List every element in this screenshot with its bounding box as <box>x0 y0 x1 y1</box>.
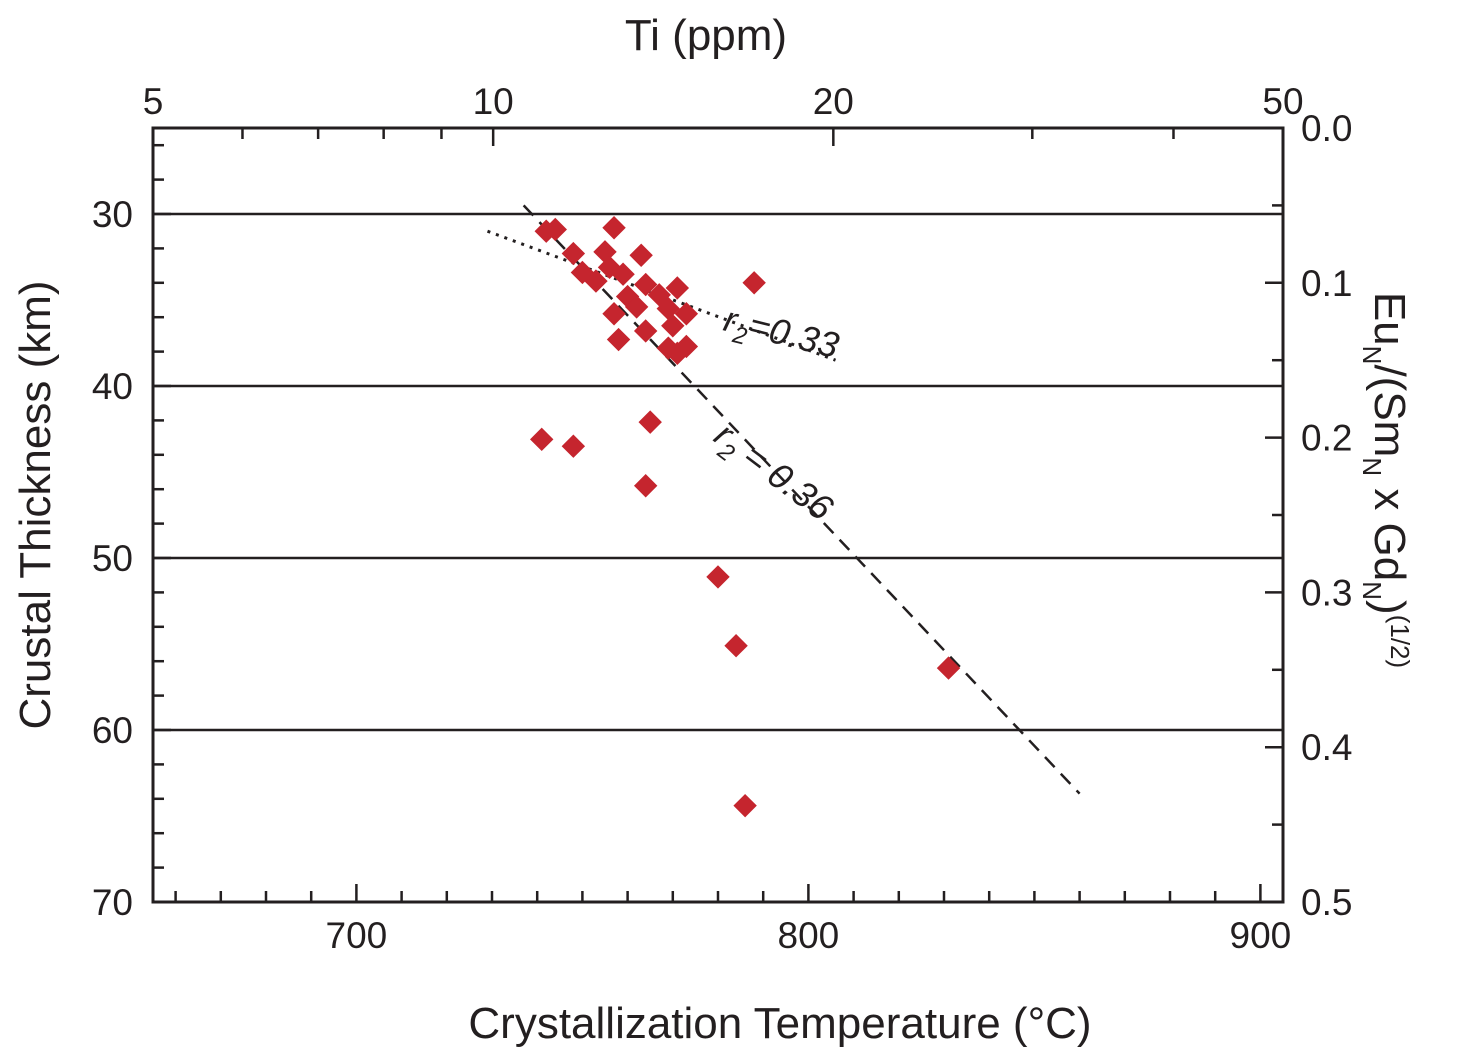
data-point <box>629 243 653 267</box>
right-title-gd: x Gd <box>1365 476 1414 581</box>
right-title-power: (1/2) <box>1385 615 1415 668</box>
trendlines <box>486 204 1081 795</box>
trendline-dashed <box>522 204 1081 795</box>
data-point <box>724 634 748 658</box>
bottom-tick-label-800: 800 <box>778 915 840 956</box>
plot-frame <box>151 126 1285 904</box>
tick-labels: 700 800 900 30 40 50 60 70 0.0 0.1 0.2 0.3 0.4 0.5 5 10… <box>92 81 1353 956</box>
left-tick-label-40: 40 <box>92 366 133 407</box>
top-tick-label-20: 20 <box>813 81 854 122</box>
data-point <box>742 271 766 295</box>
data-point <box>936 656 961 680</box>
trendline-label-036: r2 = 0.36 <box>703 414 842 535</box>
data-point <box>602 216 626 240</box>
annot-033-sub: 2 <box>729 321 749 351</box>
data-point <box>561 241 586 266</box>
trendline-label-033: r2=0.33 <box>718 298 843 373</box>
data-point <box>624 295 649 319</box>
data-point <box>584 269 608 293</box>
right-axis-title: EuN/(SmN x GdN)(1/2) <box>1357 292 1415 668</box>
right-title-close: ) <box>1365 600 1414 615</box>
data-point <box>543 217 567 242</box>
data-point <box>661 314 685 338</box>
bottom-axis-title: Crystallization Temperature (°C) <box>468 999 1091 1048</box>
data-point <box>602 302 626 326</box>
data-point <box>633 474 658 498</box>
data-point <box>606 327 631 352</box>
top-axis-title: Ti (ppm) <box>625 11 787 60</box>
left-tick-label-50: 50 <box>92 538 133 579</box>
left-tick-label-60: 60 <box>92 710 133 751</box>
right-tick-label-0: 0.0 <box>1301 108 1352 149</box>
right-tick-label-1: 0.1 <box>1301 263 1352 304</box>
left-tick-label-30: 30 <box>92 194 133 235</box>
data-point <box>611 262 635 286</box>
left-axis-title: Crustal Thickness (km) <box>11 280 60 729</box>
data-point <box>530 427 554 452</box>
data-point <box>674 302 699 326</box>
data-point <box>647 283 671 307</box>
axis-ticks <box>151 126 1285 904</box>
right-title-sm: /(Sm <box>1365 364 1414 457</box>
bottom-tick-label-900: 900 <box>1230 915 1292 956</box>
top-tick-label-10: 10 <box>473 81 514 122</box>
gridlines <box>153 212 1283 732</box>
bottom-tick-label-700: 700 <box>326 915 388 956</box>
data-point <box>706 565 730 589</box>
right-tick-label-4: 0.4 <box>1301 727 1352 768</box>
data-point <box>561 434 586 458</box>
data-point <box>733 793 757 818</box>
data-point <box>633 272 658 297</box>
right-tick-label-2: 0.2 <box>1301 418 1352 459</box>
right-title-eu: Eu <box>1365 292 1414 346</box>
left-tick-label-70: 70 <box>92 882 133 923</box>
data-point <box>665 276 690 300</box>
right-tick-label-3: 0.3 <box>1301 572 1352 613</box>
data-point <box>633 319 658 343</box>
data-point <box>665 341 690 366</box>
top-tick-label-5: 5 <box>143 81 164 122</box>
right-title-sub-3: N <box>1357 581 1387 600</box>
top-tick-label-50: 50 <box>1262 81 1303 122</box>
data-points <box>530 216 961 818</box>
right-title-sub-2: N <box>1357 457 1387 476</box>
annot-036-value: = 0.36 <box>727 429 841 529</box>
annot-033-value: =0.33 <box>745 304 843 366</box>
right-title-sub-1: N <box>1357 346 1387 365</box>
right-tick-label-5: 0.5 <box>1301 882 1352 923</box>
data-point <box>638 410 662 434</box>
